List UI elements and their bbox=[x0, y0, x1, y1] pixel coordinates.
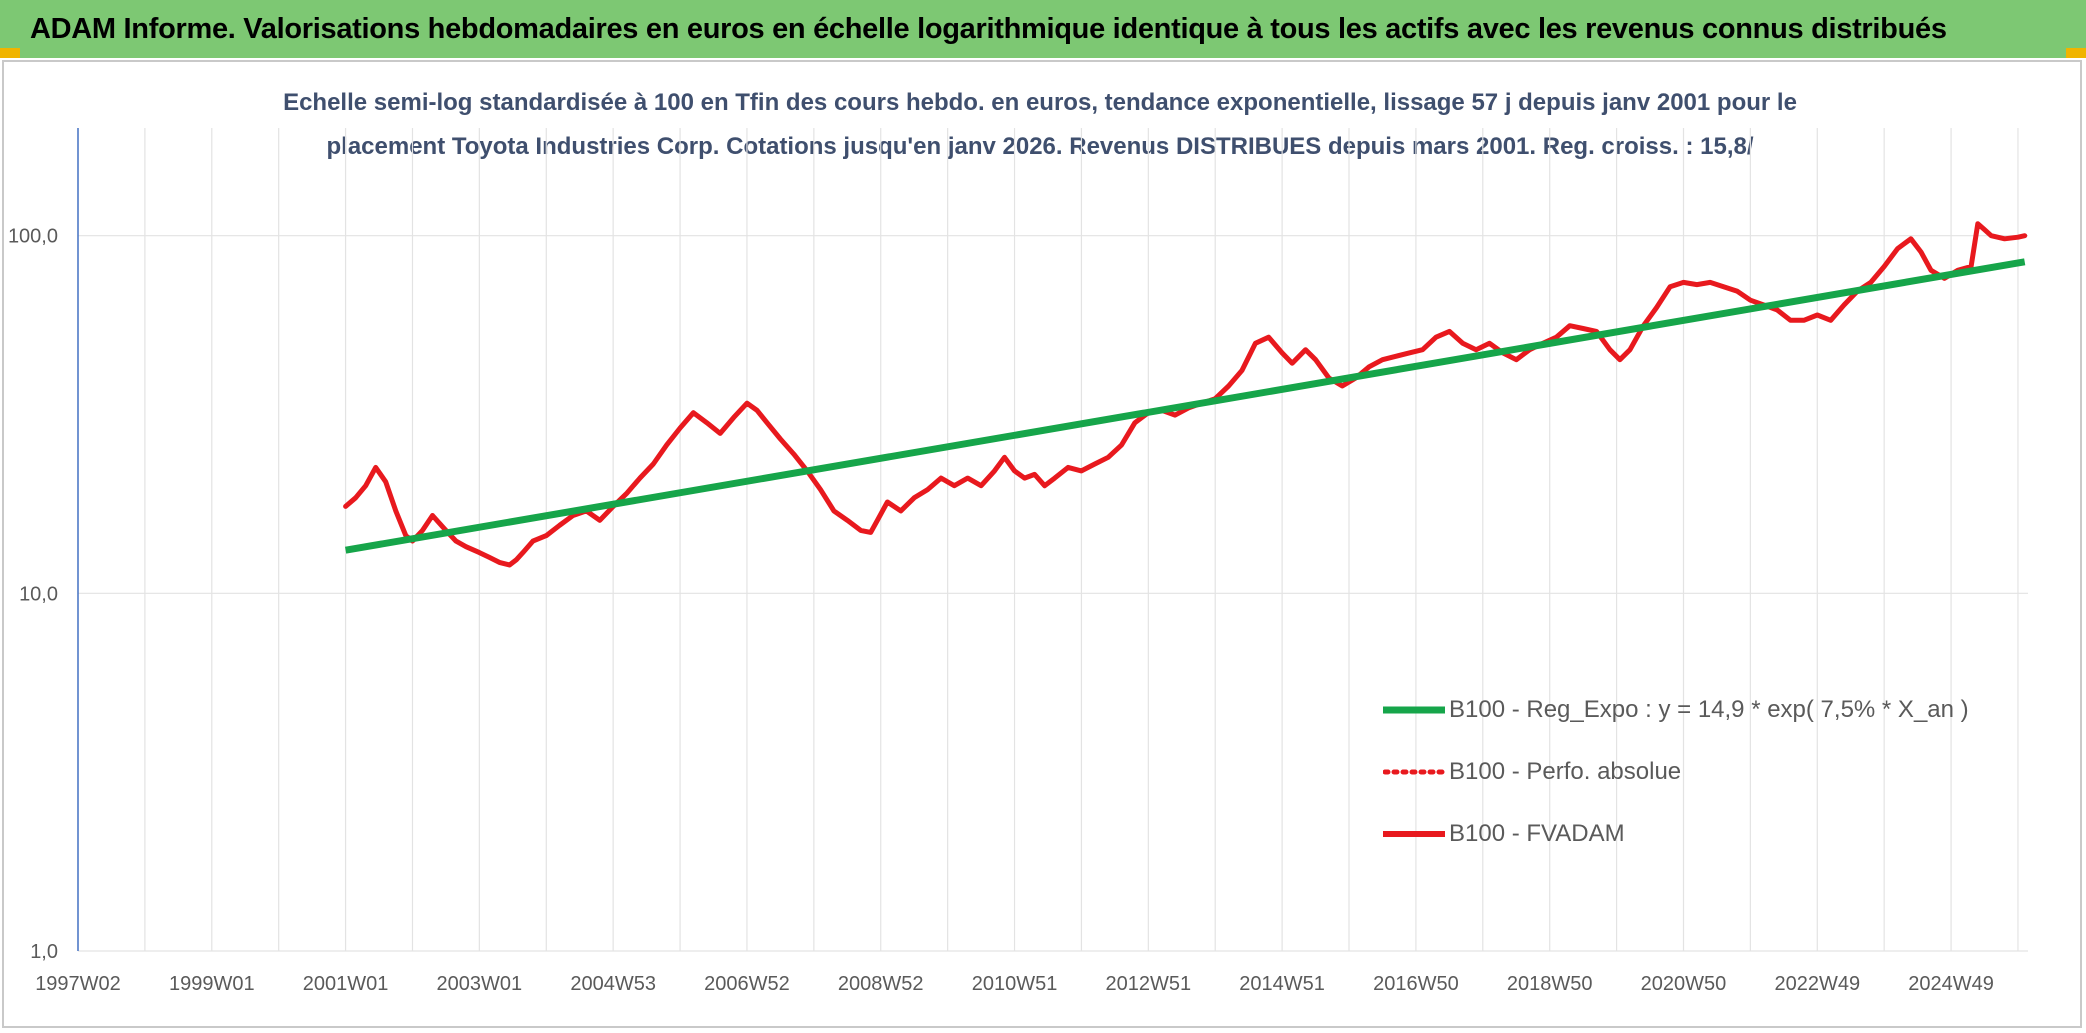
legend-item-fvadam: B100 - FVADAM bbox=[1383, 814, 1625, 854]
x-tick-label: 2024W49 bbox=[1908, 973, 1994, 995]
y-tick-label: 100,0 bbox=[8, 226, 58, 248]
chart-title-line-1: Echelle semi-log standardisée à 100 en T… bbox=[283, 89, 1797, 116]
chart-title-line-2: placement Toyota Industries Corp. Cotati… bbox=[326, 133, 1754, 160]
legend-label-perfo-absolue: B100 - Perfo. absolue bbox=[1449, 758, 1682, 785]
legend-label-regression: B100 - Reg_Expo : y = 14,9 * exp( 7,5% *… bbox=[1449, 696, 1969, 723]
legend-item-perfo-absolue: B100 - Perfo. absolue bbox=[1383, 752, 1681, 792]
legend-swatch-regression bbox=[1383, 706, 1445, 714]
legend-item-regression: B100 - Reg_Expo : y = 14,9 * exp( 7,5% *… bbox=[1383, 690, 1969, 730]
chart-frame bbox=[2, 60, 2082, 1028]
x-tick-label: 2018W50 bbox=[1507, 973, 1593, 995]
y-tick-label: 10,0 bbox=[19, 583, 58, 605]
x-tick-label: 2022W49 bbox=[1774, 973, 1860, 995]
report-banner: ADAM Informe. Valorisations hebdomadaire… bbox=[0, 0, 2086, 58]
x-tick-label: 2003W01 bbox=[437, 973, 523, 995]
corner-accent-right bbox=[2066, 48, 2086, 58]
x-tick-label: 2020W50 bbox=[1641, 973, 1727, 995]
x-tick-label: 2001W01 bbox=[303, 973, 389, 995]
series-lines bbox=[343, 221, 2028, 568]
x-tick-label: 2010W51 bbox=[972, 973, 1058, 995]
legend-swatch-fvadam bbox=[1383, 831, 1445, 837]
x-tick-label: 1997W02 bbox=[35, 973, 121, 995]
report-title: ADAM Informe. Valorisations hebdomadaire… bbox=[30, 12, 1947, 45]
x-tick-label: 1999W01 bbox=[169, 973, 255, 995]
x-tick-label: 2006W52 bbox=[704, 973, 790, 995]
grid-lines bbox=[77, 128, 2028, 952]
y-tick-label: 1,0 bbox=[30, 941, 58, 963]
legend-label-fvadam: B100 - FVADAM bbox=[1449, 820, 1625, 847]
x-tick-label: 2016W50 bbox=[1373, 973, 1459, 995]
series-fvadam-line bbox=[343, 221, 2028, 568]
series-regression-line bbox=[345, 258, 2026, 554]
x-tick-label: 2004W53 bbox=[570, 973, 656, 995]
corner-accent-left bbox=[0, 48, 20, 58]
x-tick-label: 2014W51 bbox=[1239, 973, 1325, 995]
x-tick-label: 2008W52 bbox=[838, 973, 924, 995]
tick-labels: 1,0 10,0 100,0 1997W02 1999W01 2001W01 2003W01… bbox=[8, 226, 1994, 995]
legend-swatch-perfo-absolue bbox=[1383, 769, 1445, 775]
x-tick-label: 2012W51 bbox=[1106, 973, 1192, 995]
